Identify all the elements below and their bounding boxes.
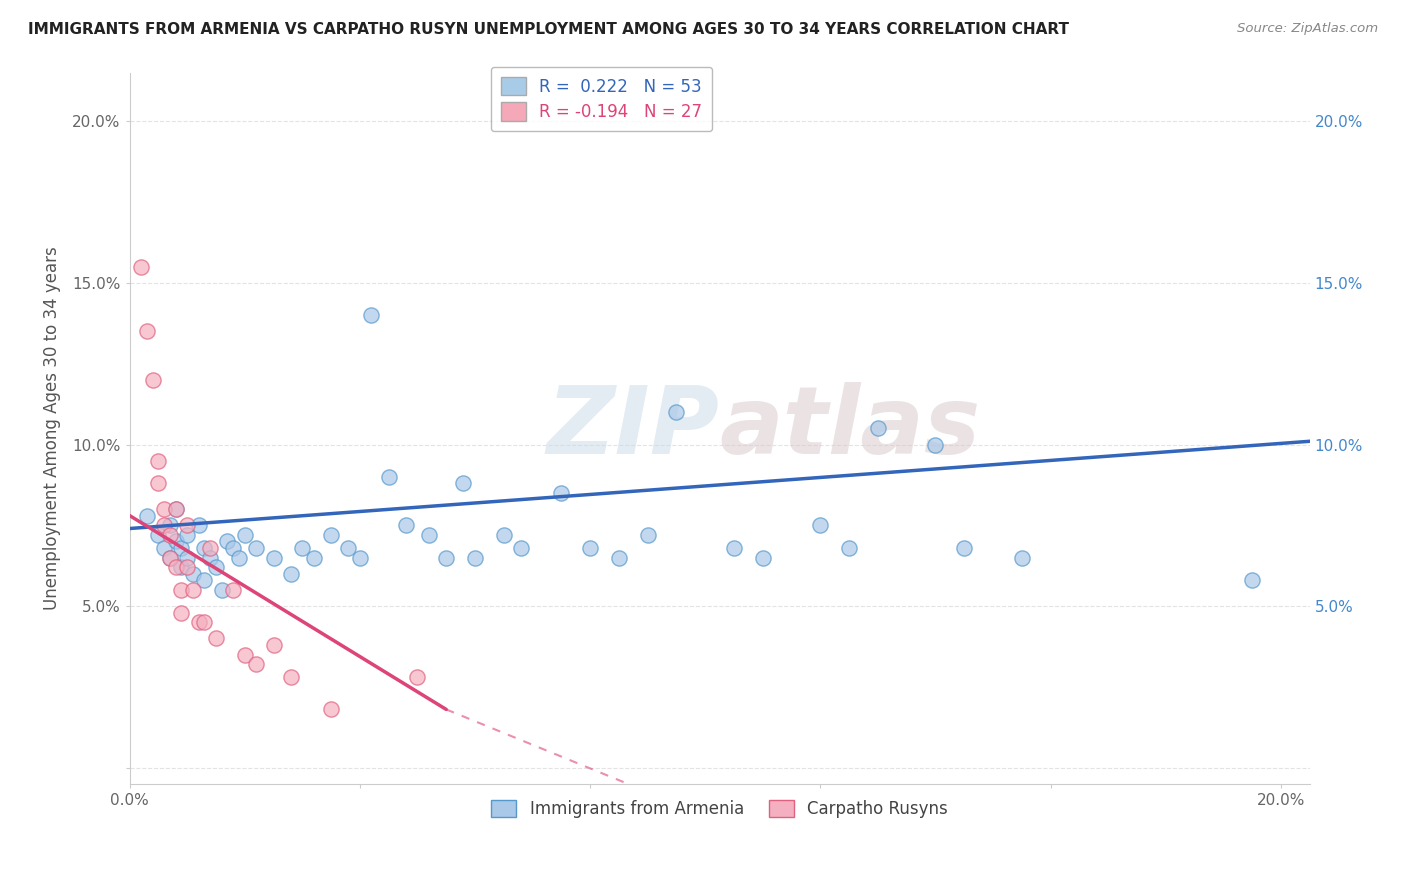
Point — [153, 502, 176, 516]
Point — [200, 550, 222, 565]
Point — [1241, 573, 1264, 587]
Point — [217, 534, 239, 549]
Point — [222, 582, 245, 597]
Point — [579, 541, 602, 555]
Point — [165, 560, 187, 574]
Point — [176, 550, 198, 565]
Point — [418, 528, 440, 542]
Point — [808, 518, 831, 533]
Point — [866, 421, 889, 435]
Text: Source: ZipAtlas.com: Source: ZipAtlas.com — [1237, 22, 1378, 36]
Point — [302, 550, 325, 565]
Point — [453, 476, 475, 491]
Point — [181, 582, 204, 597]
Point — [395, 518, 418, 533]
Point — [263, 638, 285, 652]
Point — [665, 405, 688, 419]
Point — [377, 470, 399, 484]
Point — [165, 502, 187, 516]
Point — [170, 541, 193, 555]
Point — [838, 541, 860, 555]
Point — [187, 615, 209, 630]
Point — [319, 528, 342, 542]
Point — [464, 550, 486, 565]
Text: ZIP: ZIP — [547, 383, 720, 475]
Point — [148, 528, 170, 542]
Point — [953, 541, 976, 555]
Point — [205, 560, 228, 574]
Point — [360, 308, 382, 322]
Point — [193, 541, 215, 555]
Point — [510, 541, 533, 555]
Point — [153, 541, 176, 555]
Point — [280, 670, 302, 684]
Point — [176, 528, 198, 542]
Y-axis label: Unemployment Among Ages 30 to 34 years: Unemployment Among Ages 30 to 34 years — [44, 246, 60, 610]
Point — [176, 518, 198, 533]
Point — [129, 260, 152, 274]
Point — [434, 550, 457, 565]
Point — [211, 582, 233, 597]
Point — [153, 518, 176, 533]
Point — [176, 560, 198, 574]
Point — [135, 325, 157, 339]
Point — [170, 560, 193, 574]
Point — [181, 566, 204, 581]
Point — [233, 528, 256, 542]
Point — [159, 518, 181, 533]
Legend: Immigrants from Armenia, Carpatho Rusyns: Immigrants from Armenia, Carpatho Rusyns — [485, 794, 955, 825]
Text: IMMIGRANTS FROM ARMENIA VS CARPATHO RUSYN UNEMPLOYMENT AMONG AGES 30 TO 34 YEARS: IMMIGRANTS FROM ARMENIA VS CARPATHO RUSY… — [28, 22, 1069, 37]
Point — [607, 550, 630, 565]
Point — [193, 615, 215, 630]
Point — [492, 528, 515, 542]
Point — [159, 528, 181, 542]
Point — [337, 541, 360, 555]
Point — [280, 566, 302, 581]
Point — [159, 550, 181, 565]
Point — [148, 453, 170, 467]
Point — [170, 606, 193, 620]
Point — [193, 573, 215, 587]
Point — [159, 550, 181, 565]
Point — [165, 502, 187, 516]
Point — [637, 528, 659, 542]
Point — [263, 550, 285, 565]
Point — [291, 541, 314, 555]
Point — [1011, 550, 1033, 565]
Point — [319, 702, 342, 716]
Point — [752, 550, 775, 565]
Point — [723, 541, 745, 555]
Point — [233, 648, 256, 662]
Point — [222, 541, 245, 555]
Point — [550, 486, 572, 500]
Point — [187, 518, 209, 533]
Point — [349, 550, 371, 565]
Point — [135, 508, 157, 523]
Point — [245, 657, 267, 672]
Point — [406, 670, 429, 684]
Point — [148, 476, 170, 491]
Point — [142, 373, 165, 387]
Text: atlas: atlas — [720, 383, 981, 475]
Point — [165, 534, 187, 549]
Point — [200, 541, 222, 555]
Point — [205, 632, 228, 646]
Point — [245, 541, 267, 555]
Point — [228, 550, 250, 565]
Point — [924, 437, 946, 451]
Point — [170, 582, 193, 597]
